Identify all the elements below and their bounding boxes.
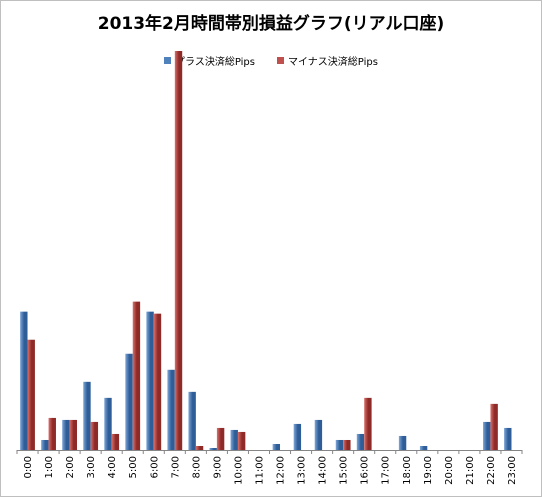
bar-minus-900 bbox=[216, 427, 225, 450]
x-tick-label-300: 3:00 bbox=[86, 456, 97, 478]
x-tick-label-400: 4:00 bbox=[107, 456, 118, 478]
x-tick-label-1600: 16:00 bbox=[360, 456, 371, 485]
bar-minus-700 bbox=[174, 51, 183, 450]
bar-plus-000 bbox=[20, 311, 28, 450]
bar-minus-600 bbox=[153, 313, 162, 450]
x-tick-label-1200: 12:00 bbox=[276, 456, 287, 485]
bar-plus-400 bbox=[104, 397, 112, 450]
x-tick-label-000: 0:00 bbox=[23, 456, 34, 478]
bar-plus-2300 bbox=[504, 427, 512, 450]
bar-minus-200 bbox=[69, 419, 77, 450]
bar-plus-1300 bbox=[293, 423, 302, 451]
x-tick-label-1800: 18:00 bbox=[402, 456, 413, 485]
bar-minus-1000 bbox=[237, 431, 246, 450]
x-tick-label-500: 5:00 bbox=[128, 456, 139, 478]
x-tick-label-2000: 20:00 bbox=[444, 456, 455, 485]
x-tick-label-1000: 10:00 bbox=[233, 456, 244, 485]
x-tick-label-100: 1:00 bbox=[44, 456, 55, 478]
x-tick-label-1100: 11:00 bbox=[254, 456, 265, 485]
legend-label-minus: マイナス決済総Pips bbox=[288, 57, 378, 68]
bar-minus-1600 bbox=[364, 397, 372, 450]
bar-plus-700 bbox=[167, 369, 175, 450]
x-tick-label-2100: 21:00 bbox=[465, 456, 476, 485]
legend-swatch-minus bbox=[277, 57, 284, 64]
bar-plus-200 bbox=[62, 419, 70, 450]
bar-plus-2200 bbox=[483, 421, 491, 450]
bar-minus-2200 bbox=[490, 403, 498, 450]
legend-label-plus: プラス決済総Pips bbox=[175, 57, 255, 68]
x-tick-label-800: 8:00 bbox=[191, 456, 202, 478]
bar-plus-1200 bbox=[272, 443, 281, 450]
bar-plus-1000 bbox=[230, 429, 238, 450]
x-tick-label-1400: 14:00 bbox=[318, 456, 329, 485]
x-tick-label-900: 9:00 bbox=[212, 456, 223, 478]
bar-minus-400 bbox=[111, 433, 120, 450]
bar-plus-1500 bbox=[335, 439, 344, 451]
bar-plus-900 bbox=[209, 448, 217, 450]
bar-plus-100 bbox=[41, 439, 49, 451]
chart-legend: プラス決済総Pips マイナス決済総Pips bbox=[1, 53, 541, 68]
x-tick-label-1700: 17:00 bbox=[381, 456, 392, 485]
x-tick-label-700: 7:00 bbox=[170, 456, 181, 478]
legend-item-plus: プラス決済総Pips bbox=[164, 53, 255, 68]
bar-plus-800 bbox=[188, 391, 196, 450]
bar-minus-100 bbox=[48, 417, 56, 450]
x-tick-label-1900: 19:00 bbox=[423, 456, 434, 485]
legend-item-minus: マイナス決済総Pips bbox=[277, 53, 378, 68]
chart-title: 2013年2月時間帯別損益グラフ(リアル口座) bbox=[97, 14, 445, 34]
bar-minus-000 bbox=[27, 339, 35, 451]
bar-minus-800 bbox=[195, 445, 204, 450]
bar-plus-300 bbox=[83, 381, 91, 450]
x-tick-label-600: 6:00 bbox=[149, 456, 160, 478]
bar-plus-1800 bbox=[398, 435, 407, 450]
bar-plus-1900 bbox=[419, 445, 428, 450]
bar-minus-300 bbox=[90, 421, 99, 450]
x-tick-label-1300: 13:00 bbox=[297, 456, 308, 485]
x-tick-label-2200: 22:00 bbox=[486, 456, 497, 485]
x-tick-label-1500: 15:00 bbox=[339, 456, 350, 485]
bar-plus-1400 bbox=[314, 419, 323, 450]
bar-plus-500 bbox=[125, 353, 133, 450]
legend-swatch-plus bbox=[164, 57, 172, 64]
bar-plus-600 bbox=[146, 311, 154, 450]
bar-plus-1600 bbox=[356, 433, 365, 450]
bar-minus-500 bbox=[132, 301, 141, 450]
x-tick-label-2300: 23:00 bbox=[507, 456, 518, 485]
x-tick-label-200: 2:00 bbox=[65, 456, 76, 478]
bar-minus-1500 bbox=[343, 439, 351, 451]
